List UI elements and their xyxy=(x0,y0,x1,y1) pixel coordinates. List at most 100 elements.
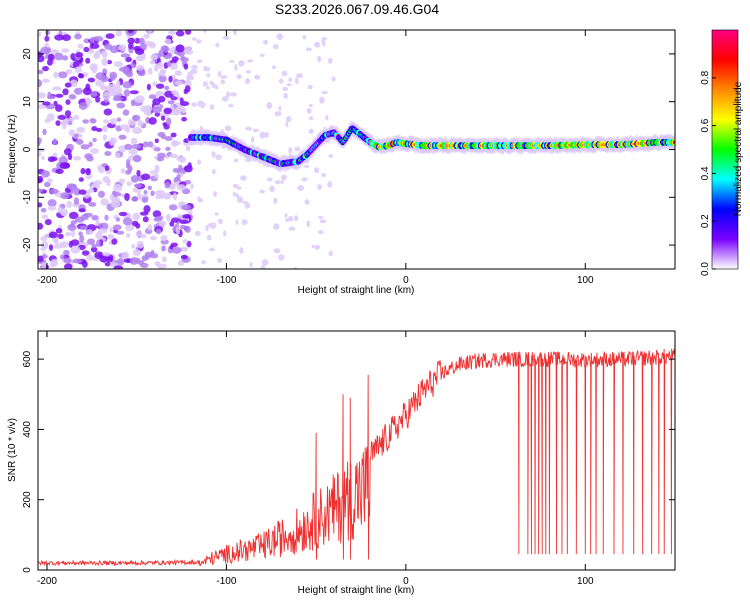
noise-blob xyxy=(211,151,216,158)
noise-blob xyxy=(171,217,180,223)
noise-blob xyxy=(63,257,72,264)
noise-blob xyxy=(180,55,186,62)
noise-blob xyxy=(161,245,166,252)
noise-blob xyxy=(63,249,70,256)
noise-blob xyxy=(178,164,183,172)
noise-blob xyxy=(208,248,216,252)
noise-blob xyxy=(168,30,177,35)
noise-blob xyxy=(214,84,219,90)
noise-blob xyxy=(202,81,208,87)
noise-blob xyxy=(149,60,156,65)
noise-blob xyxy=(124,126,131,133)
noise-blob xyxy=(305,47,312,52)
noise-blob xyxy=(135,230,143,237)
colorbar-tick-label: 0.6 xyxy=(700,118,711,132)
noise-blob xyxy=(162,192,172,198)
noise-blob xyxy=(55,120,61,126)
noise-blob xyxy=(52,138,57,145)
y-tick-label: -10 xyxy=(22,190,33,205)
noise-blob xyxy=(143,109,152,116)
noise-blob xyxy=(321,90,328,95)
snr-frame xyxy=(37,330,676,571)
noise-blob xyxy=(62,123,67,130)
noise-blob xyxy=(168,204,178,211)
noise-blob xyxy=(232,191,236,197)
noise-blob xyxy=(131,220,139,227)
y-tick-label: 600 xyxy=(22,350,33,367)
noise-blob xyxy=(95,219,100,227)
noise-blob xyxy=(72,202,82,208)
noise-blob xyxy=(331,76,336,82)
noise-blob xyxy=(116,230,125,235)
noise-blob xyxy=(259,53,265,57)
noise-blob xyxy=(137,191,142,200)
colorbar-tick-label: 0.2 xyxy=(700,214,711,228)
noise-blob xyxy=(180,224,186,230)
noise-blob xyxy=(75,52,84,58)
noise-blob xyxy=(75,216,85,223)
noise-blob xyxy=(122,109,130,116)
noise-blob xyxy=(84,97,91,103)
noise-blob xyxy=(306,107,312,114)
noise-blob xyxy=(254,74,261,80)
noise-blob xyxy=(209,104,215,110)
noise-blob xyxy=(61,55,69,61)
noise-blob xyxy=(118,178,126,184)
noise-blob xyxy=(235,193,239,199)
noise-blob xyxy=(109,138,116,146)
noise-blob xyxy=(294,146,301,152)
x-tick-label: 0 xyxy=(403,275,409,286)
noise-blob xyxy=(171,90,179,95)
noise-blob xyxy=(294,266,298,269)
noise-blob xyxy=(167,100,175,105)
noise-blob xyxy=(96,240,101,248)
noise-blob xyxy=(113,265,124,269)
noise-blob xyxy=(82,260,88,268)
noise-blob xyxy=(149,170,159,175)
noise-blob xyxy=(83,46,90,53)
noise-blob xyxy=(152,210,162,218)
noise-blob xyxy=(132,114,141,122)
noise-blob xyxy=(271,65,277,70)
noise-blob xyxy=(52,86,62,91)
noise-blob xyxy=(278,254,285,261)
noise-blob xyxy=(53,71,59,79)
noise-blob xyxy=(269,185,275,193)
colorbar-gradient xyxy=(711,29,739,270)
y-tick-label: 20 xyxy=(22,48,33,60)
noise-blob xyxy=(306,220,311,228)
noise-blob xyxy=(245,126,253,131)
noise-blob xyxy=(137,70,146,77)
noise-blob xyxy=(64,263,73,269)
noise-blob xyxy=(233,30,237,36)
noise-blob xyxy=(131,196,139,202)
noise-blob xyxy=(38,255,44,263)
noise-blob xyxy=(124,143,133,150)
noise-blob xyxy=(288,226,296,231)
noise-blob xyxy=(136,260,145,265)
noise-blob xyxy=(174,70,182,76)
noise-blob xyxy=(38,137,42,145)
noise-blob xyxy=(85,168,91,176)
noise-blob xyxy=(244,202,251,209)
noise-blob xyxy=(146,83,151,91)
noise-blob xyxy=(127,164,133,173)
noise-blob xyxy=(98,167,105,174)
noise-blob xyxy=(44,219,52,226)
noise-blob xyxy=(328,57,333,64)
noise-blob xyxy=(155,194,165,200)
noise-blob xyxy=(130,175,139,183)
noise-blob xyxy=(66,200,73,209)
noise-blob xyxy=(82,119,89,124)
snr-xlabel: Height of straight line (km) xyxy=(298,585,415,596)
noise-blob xyxy=(319,219,327,224)
noise-blob xyxy=(236,196,244,204)
noise-blob xyxy=(143,205,151,214)
noise-blob xyxy=(169,62,178,70)
noise-blob xyxy=(122,217,133,226)
noise-blob xyxy=(259,189,265,194)
noise-blob xyxy=(175,30,185,37)
noise-blob xyxy=(172,192,178,201)
noise-blob xyxy=(154,190,162,196)
noise-blob xyxy=(104,165,110,171)
